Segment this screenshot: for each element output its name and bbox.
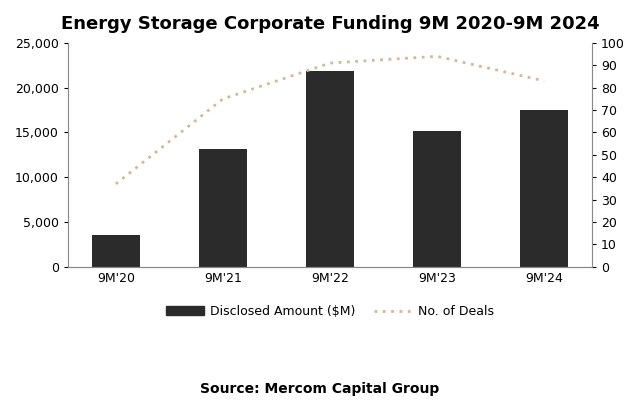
Bar bbox=[413, 131, 461, 267]
Title: Energy Storage Corporate Funding 9M 2020-9M 2024: Energy Storage Corporate Funding 9M 2020… bbox=[61, 15, 599, 33]
Bar bbox=[92, 236, 140, 267]
Legend: Disclosed Amount ($M), No. of Deals: Disclosed Amount ($M), No. of Deals bbox=[161, 300, 499, 323]
Bar bbox=[520, 110, 568, 267]
Bar bbox=[306, 71, 354, 267]
Text: Source: Mercom Capital Group: Source: Mercom Capital Group bbox=[200, 382, 440, 396]
Bar bbox=[199, 150, 247, 267]
